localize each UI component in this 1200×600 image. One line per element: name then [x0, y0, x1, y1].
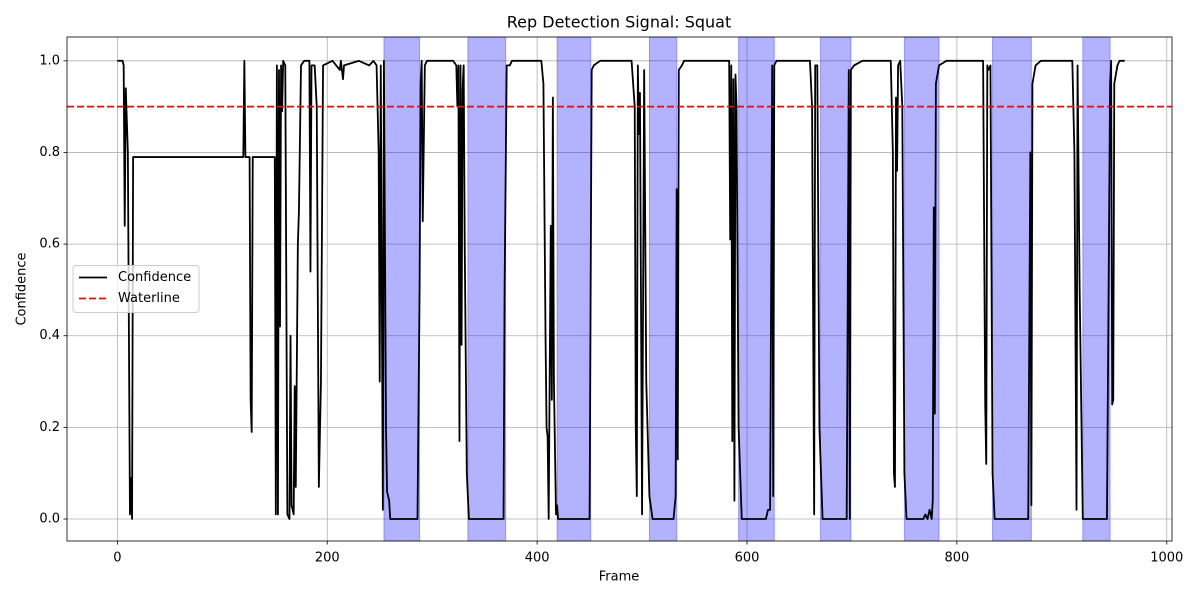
x-axis-label: Frame — [599, 570, 640, 585]
x-tick-label: 600 — [735, 551, 760, 566]
y-tick-label: 1.0 — [39, 53, 60, 68]
y-tick-label: 0.4 — [39, 328, 60, 343]
x-tick-label: 0 — [113, 551, 121, 566]
x-tick-label: 1000 — [1150, 551, 1183, 566]
legend-label: Waterline — [118, 291, 180, 306]
legend-label: Confidence — [118, 270, 191, 285]
rep-span — [1082, 36, 1111, 542]
rep-span — [556, 36, 592, 542]
x-tick-label: 800 — [944, 551, 969, 566]
rep-span — [383, 36, 421, 542]
rep-span — [992, 36, 1032, 542]
rep-span — [648, 36, 678, 542]
x-tick-label: 200 — [315, 551, 340, 566]
line-series — [117, 59, 1125, 520]
y-tick-label: 0.6 — [39, 237, 60, 252]
y-tick-label: 0.0 — [39, 512, 60, 527]
rep-span — [467, 36, 507, 542]
y-axis-label: Confidence — [15, 252, 30, 325]
x-tick-label: 400 — [525, 551, 550, 566]
rep-span — [819, 36, 852, 542]
y-tick-label: 0.2 — [39, 420, 60, 435]
chart-title: Rep Detection Signal: Squat — [507, 13, 731, 32]
y-tick-label: 0.8 — [39, 145, 60, 160]
axes-frame — [66, 36, 1173, 542]
rep-span — [738, 36, 775, 542]
